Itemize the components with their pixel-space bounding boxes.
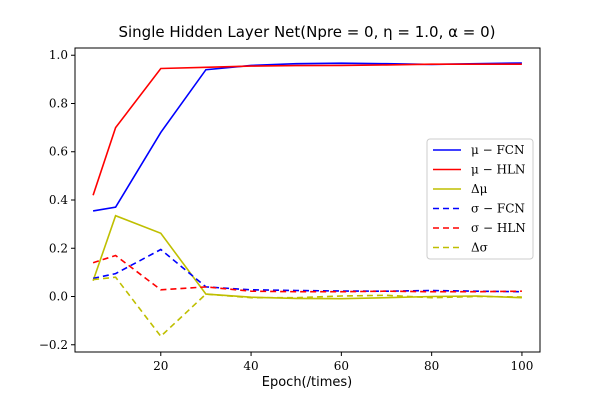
y-tick-label: 1.0	[49, 48, 68, 62]
x-tick-label: 80	[424, 359, 439, 373]
series-line-1	[92, 63, 522, 196]
legend-label-5: Δσ	[471, 241, 488, 255]
series-line-4	[92, 254, 522, 293]
series-line-2	[92, 214, 522, 300]
x-axis-label: Epoch(/times)	[262, 375, 352, 390]
x-tick-label: 20	[153, 359, 168, 373]
legend-label-1: μ − HLN	[471, 163, 525, 177]
y-tick-label: 0.6	[49, 145, 68, 159]
legend-label-4: σ − HLN	[471, 221, 526, 235]
chart-title: Single Hidden Layer Net(Npre = 0, η = 1.…	[118, 23, 495, 41]
y-tick-label: 0.8	[49, 96, 68, 110]
y-tick-label: 0.0	[49, 290, 68, 304]
legend-label-3: σ − FCN	[471, 202, 525, 216]
legend-label-2: Δμ	[471, 182, 488, 196]
axis-ticks: 20 40 60 80 100 −0.2 0.0 0.2 0.4 0.6 0.8 1.0	[39, 48, 534, 373]
x-tick-label: 60	[334, 359, 349, 373]
legend-label-0: μ − FCN	[471, 143, 525, 157]
series-line-5	[93, 276, 522, 338]
y-tick-label: 0.2	[49, 241, 68, 255]
series-line-3	[92, 248, 522, 293]
plot-area	[92, 62, 522, 338]
y-tick-label: −0.2	[39, 338, 68, 352]
x-tick-label: 40	[243, 359, 258, 373]
legend: μ − FCN μ − HLN Δμ σ − FCN σ − HLN Δσ	[426, 138, 534, 260]
y-tick-label: 0.4	[49, 193, 68, 207]
x-tick-label: 100	[510, 359, 533, 373]
